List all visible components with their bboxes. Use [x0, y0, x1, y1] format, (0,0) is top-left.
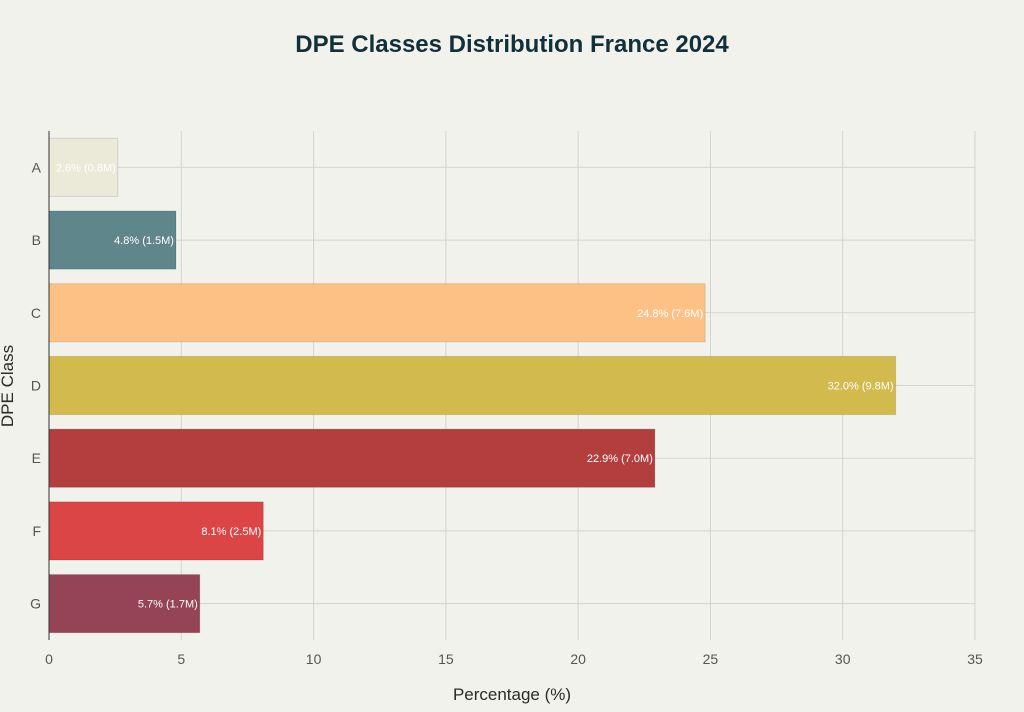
x-tick-label: 10 [306, 651, 322, 667]
data-label: 22.9% (7.0M) [587, 453, 653, 465]
data-label: 5.7% (1.7M) [138, 599, 198, 611]
y-axis-title: DPE Class [0, 345, 17, 427]
data-label: 32.0% (9.8M) [828, 381, 894, 393]
bar-e [48, 428, 656, 488]
bar-a [48, 137, 119, 197]
x-tick-label: 35 [967, 651, 983, 667]
data-label: 24.8% (7.6M) [637, 308, 703, 320]
bars [48, 137, 897, 634]
data-label: 2.6% (0.8M) [56, 162, 116, 174]
y-tick-label: E [32, 450, 41, 466]
y-tick-label: D [31, 378, 41, 394]
y-tick-label: C [31, 305, 41, 321]
x-tick-label: 5 [177, 651, 185, 667]
bar-c [48, 283, 706, 343]
tick-labels: 0 5 10 15 20 25 30 35 A B C D E F G [30, 159, 983, 667]
data-label: 8.1% (2.5M) [201, 526, 261, 538]
data-labels: 2.6% (0.8M) 4.8% (1.5M) 24.8% (7.6M) 32.0% … [56, 162, 894, 610]
bar-f [48, 501, 264, 561]
y-tick-label: G [30, 596, 41, 612]
y-tick-label: F [32, 523, 41, 539]
x-axis-title: Percentage (%) [453, 685, 571, 704]
x-tick-label: 20 [570, 651, 586, 667]
y-tick-label: B [32, 232, 41, 248]
x-tick-label: 30 [835, 651, 851, 667]
bar-g [48, 574, 201, 634]
x-tick-label: 0 [45, 651, 53, 667]
chart-title: DPE Classes Distribution France 2024 [295, 31, 729, 58]
x-tick-label: 15 [438, 651, 454, 667]
y-tick-label: A [32, 159, 42, 175]
bar-d [48, 355, 897, 416]
bar-b [48, 210, 177, 270]
data-label: 4.8% (1.5M) [114, 235, 174, 247]
x-tick-label: 25 [703, 651, 719, 667]
